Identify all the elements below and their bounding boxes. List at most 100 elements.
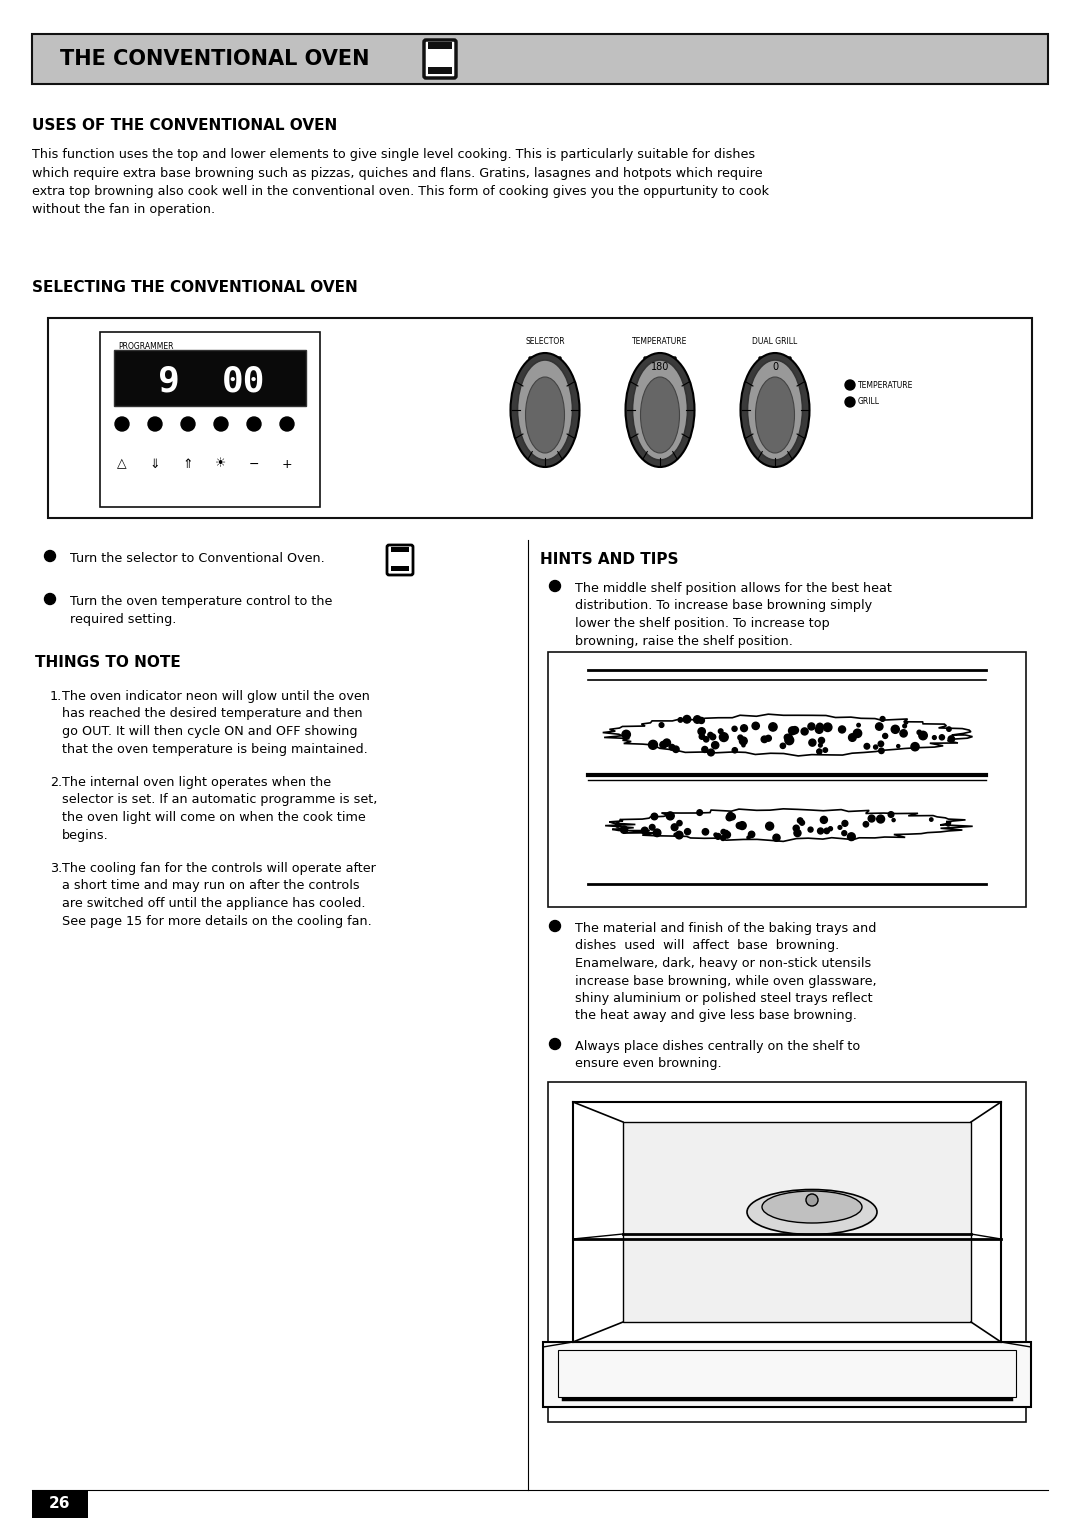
Text: PROGRAMMER: PROGRAMMER [118, 342, 174, 351]
Circle shape [821, 816, 827, 824]
Circle shape [550, 581, 561, 591]
Text: which require extra base browning such as pizzas, quiches and flans. Gratins, la: which require extra base browning such a… [32, 167, 762, 179]
Circle shape [808, 723, 815, 730]
Text: THE CONVENTIONAL OVEN: THE CONVENTIONAL OVEN [60, 49, 369, 69]
Circle shape [674, 833, 677, 836]
Circle shape [793, 825, 799, 831]
Circle shape [882, 733, 888, 738]
Circle shape [845, 397, 855, 406]
Ellipse shape [762, 1190, 862, 1222]
Circle shape [940, 735, 945, 740]
Text: go OUT. It will then cycle ON and OFF showing: go OUT. It will then cycle ON and OFF sh… [62, 724, 357, 738]
Text: Turn the oven temperature control to the: Turn the oven temperature control to the [70, 594, 333, 608]
Circle shape [707, 732, 713, 738]
FancyBboxPatch shape [387, 545, 413, 575]
Circle shape [876, 723, 883, 730]
Text: selector is set. If an automatic programme is set,: selector is set. If an automatic program… [62, 793, 377, 807]
Circle shape [818, 828, 824, 834]
Text: See page 15 for more details on the cooling fan.: See page 15 for more details on the cool… [62, 914, 372, 927]
Text: △: △ [118, 457, 126, 471]
Circle shape [653, 830, 661, 837]
Circle shape [620, 827, 627, 833]
Circle shape [651, 813, 658, 821]
Text: Always place dishes centrally on the shelf to: Always place dishes centrally on the she… [575, 1041, 861, 1053]
Circle shape [677, 821, 683, 825]
Circle shape [761, 736, 768, 743]
Bar [558, 1351, 1016, 1397]
Ellipse shape [747, 361, 802, 460]
Circle shape [748, 831, 755, 837]
Circle shape [693, 715, 701, 723]
Circle shape [660, 741, 666, 749]
Bar [623, 1122, 971, 1322]
Text: The middle shelf position allows for the best heat: The middle shelf position allows for the… [575, 582, 892, 594]
Circle shape [721, 830, 726, 834]
Circle shape [616, 822, 620, 827]
FancyBboxPatch shape [424, 40, 456, 78]
Circle shape [809, 740, 815, 746]
Circle shape [663, 740, 671, 746]
FancyBboxPatch shape [759, 358, 791, 377]
Circle shape [684, 715, 691, 723]
Text: The material and finish of the baking trays and: The material and finish of the baking tr… [575, 921, 876, 935]
Circle shape [675, 831, 683, 839]
Text: 26: 26 [50, 1496, 71, 1511]
Circle shape [841, 831, 847, 836]
Circle shape [720, 836, 726, 840]
Text: the heat away and give less base browning.: the heat away and give less base brownin… [575, 1010, 856, 1022]
Ellipse shape [511, 353, 580, 468]
Circle shape [828, 827, 833, 831]
Circle shape [823, 723, 832, 732]
Circle shape [715, 833, 721, 839]
Circle shape [714, 833, 717, 836]
Circle shape [947, 727, 951, 732]
Circle shape [699, 718, 704, 723]
Text: shiny aluminium or polished steel trays reflect: shiny aluminium or polished steel trays … [575, 992, 873, 1005]
Text: ☀: ☀ [215, 457, 227, 471]
Circle shape [670, 744, 675, 750]
Circle shape [815, 726, 823, 733]
Bar [428, 41, 453, 49]
Circle shape [550, 920, 561, 932]
Circle shape [786, 735, 792, 740]
Circle shape [741, 724, 747, 732]
Circle shape [819, 738, 824, 744]
Bar [48, 318, 1032, 518]
Circle shape [666, 811, 674, 821]
Circle shape [698, 727, 705, 735]
Circle shape [114, 417, 129, 431]
Circle shape [659, 723, 664, 727]
Circle shape [879, 749, 885, 753]
Circle shape [718, 729, 723, 733]
Circle shape [904, 721, 907, 724]
Circle shape [247, 417, 261, 431]
Ellipse shape [640, 377, 679, 452]
Circle shape [838, 726, 846, 733]
Bar [32, 1490, 87, 1517]
Circle shape [769, 723, 778, 730]
Polygon shape [605, 808, 973, 842]
Ellipse shape [756, 377, 795, 452]
Text: begins.: begins. [62, 828, 109, 842]
Circle shape [214, 417, 228, 431]
Circle shape [702, 828, 708, 834]
Text: −: − [248, 457, 259, 471]
Circle shape [854, 730, 859, 735]
Text: required setting.: required setting. [70, 613, 176, 625]
Text: that the oven temperature is being maintained.: that the oven temperature is being maint… [62, 743, 368, 755]
Circle shape [737, 822, 742, 828]
Text: a short time and may run on after the controls: a short time and may run on after the co… [62, 880, 360, 892]
Circle shape [724, 831, 730, 839]
Circle shape [816, 749, 822, 755]
Text: increase base browning, while oven glassware,: increase base browning, while oven glass… [575, 975, 877, 987]
Circle shape [792, 727, 798, 733]
Text: ⇓: ⇓ [150, 457, 160, 471]
Circle shape [896, 744, 900, 747]
Circle shape [622, 730, 631, 738]
Ellipse shape [526, 377, 565, 452]
Circle shape [724, 830, 728, 836]
FancyBboxPatch shape [537, 359, 553, 374]
Circle shape [181, 417, 195, 431]
Circle shape [910, 743, 919, 750]
Circle shape [892, 819, 895, 822]
